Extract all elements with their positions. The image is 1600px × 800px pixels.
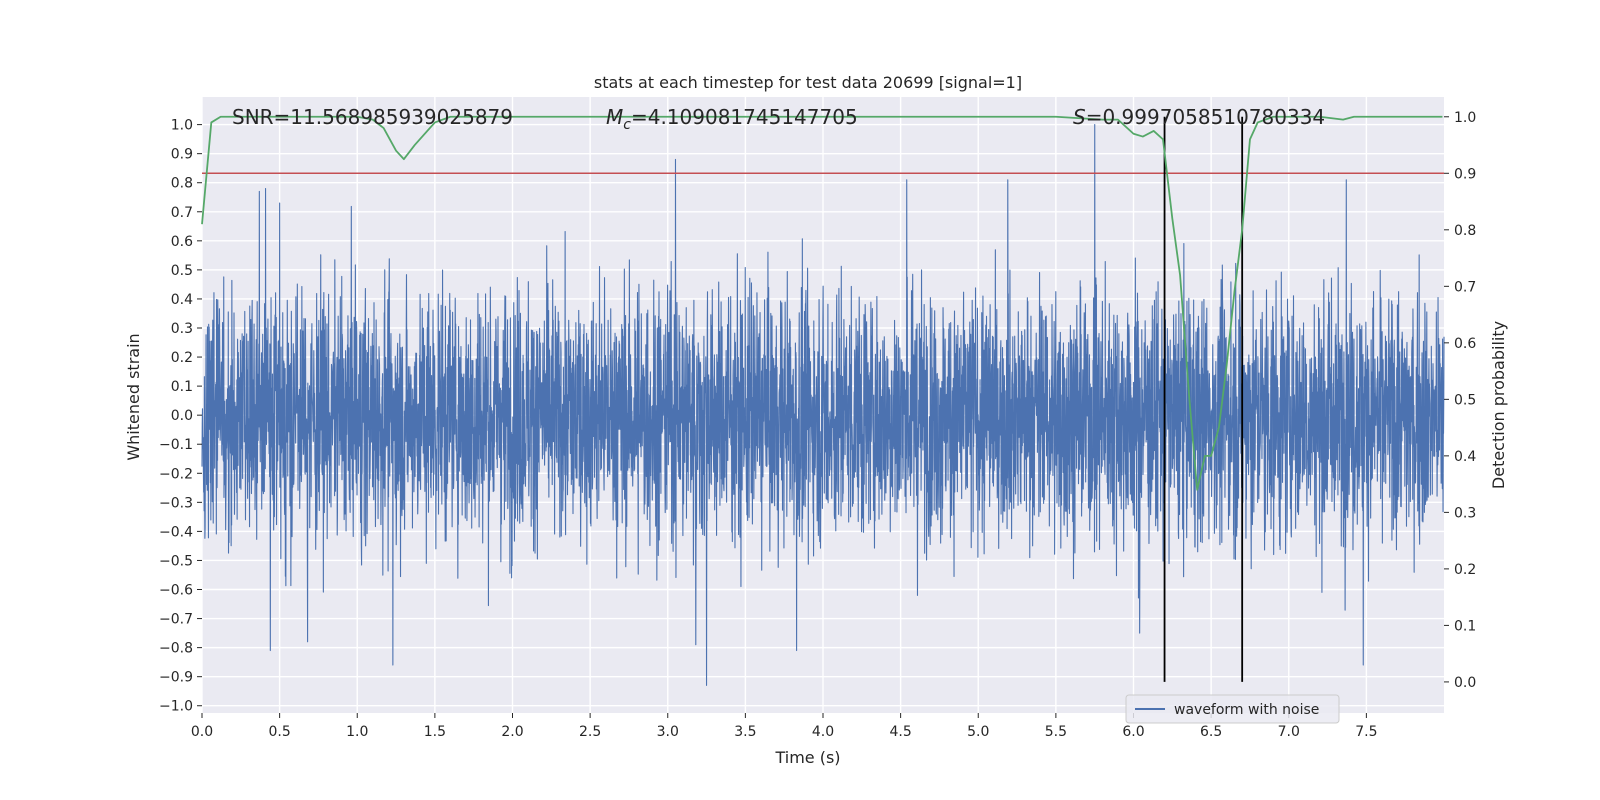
x-tick-label: 1.0: [346, 724, 368, 740]
waveform-series: [201, 124, 1445, 686]
x-tick-label: 4.5: [889, 724, 911, 740]
chirp-mass-subscript: c: [623, 117, 631, 133]
score-annotation: S=0.9997058510780334: [1073, 105, 1325, 129]
x-tick-label: 6.0: [1122, 724, 1144, 740]
legend: waveform with noise: [1125, 694, 1340, 724]
y-tick-label: 0.4: [171, 292, 193, 308]
y-tick-label: 0.1: [171, 379, 193, 395]
y-axis-right-label: Detection probability: [1489, 321, 1508, 489]
y-right-tick-label: 0.7: [1454, 279, 1476, 295]
y-tick-label: 0.6: [171, 234, 193, 250]
y-tick-label: −0.6: [159, 583, 193, 599]
x-tick-label: 4.0: [812, 724, 834, 740]
x-axis-label: Time (s): [774, 748, 840, 767]
x-axis: 0.0 0.5 1.0 1.5 2.0 2.5 3.0 3.5 4.0 4.5 5.0 5.5 6.0 6…: [191, 713, 1378, 740]
y-axis-label: Whitened strain: [124, 333, 143, 460]
probability-line: [201, 115, 1443, 491]
y-tick-label: 0.3: [171, 321, 193, 337]
y-right-tick-label: 0.9: [1454, 166, 1476, 182]
x-tick-label: 5.0: [967, 724, 989, 740]
x-tick-label: 7.0: [1278, 724, 1300, 740]
y-tick-label: −1.0: [159, 699, 193, 715]
y-tick-label: −0.9: [159, 670, 193, 686]
x-tick-label: 1.5: [424, 724, 446, 740]
chirp-mass-annotation: Mc=4.109081745147705: [606, 105, 858, 133]
waveform-line: [201, 124, 1445, 686]
y-right-tick-label: 0.4: [1454, 449, 1476, 465]
x-tick-label: 2.5: [579, 724, 601, 740]
x-tick-label: 5.5: [1045, 724, 1067, 740]
score-symbol: S: [1073, 105, 1086, 129]
x-tick-label: 0.0: [191, 724, 213, 740]
x-tick-label: 3.5: [734, 724, 756, 740]
y-tick-label: −0.5: [159, 553, 193, 569]
chirp-mass-symbol: M: [606, 105, 623, 129]
y-tick-label: −0.8: [159, 641, 193, 657]
y-tick-label: −0.4: [159, 524, 193, 540]
y-tick-label: 0.5: [171, 263, 193, 279]
y-right-tick-label: 0.2: [1454, 562, 1476, 578]
snr-annotation: SNR=11.568985939025879: [232, 105, 513, 129]
y-tick-label: 1.0: [171, 118, 193, 134]
x-tick-label: 7.5: [1355, 724, 1377, 740]
y-right-tick-label: 0.1: [1454, 618, 1476, 634]
y-tick-label: −0.1: [159, 437, 193, 453]
x-tick-label: 0.5: [268, 724, 290, 740]
y-tick-label: −0.7: [159, 612, 193, 628]
y-tick-label: 0.9: [171, 147, 193, 163]
y-right-tick-label: 0.3: [1454, 505, 1476, 521]
y-right-tick-label: 0.6: [1454, 336, 1476, 352]
y-tick-label: 0.8: [171, 176, 193, 192]
legend-box: [1125, 694, 1340, 724]
x-tick-label: 3.0: [657, 724, 679, 740]
y-tick-label: 0.2: [171, 350, 193, 366]
y-right-tick-label: 1.0: [1454, 110, 1476, 126]
right-y-axis: 1.0 0.9 0.8 0.7 0.6 0.5 0.4 0.3 0.2 0.1 0.0: [1444, 110, 1476, 691]
y-right-tick-label: 0.5: [1454, 392, 1476, 408]
y-tick-label: −0.3: [159, 495, 193, 511]
y-tick-label: −0.2: [159, 466, 193, 482]
y-tick-label: 0.7: [171, 205, 193, 221]
legend-label-waveform: waveform with noise: [1174, 702, 1319, 718]
y-right-tick-label: 0.0: [1454, 675, 1476, 691]
chart-title: stats at each timestep for test data 206…: [594, 73, 1022, 92]
x-tick-label: 6.5: [1200, 724, 1222, 740]
probability-series: [201, 115, 1443, 491]
score-value: =0.9997058510780334: [1086, 105, 1325, 129]
y-tick-label: 0.0: [171, 408, 193, 424]
y-right-tick-label: 0.8: [1454, 223, 1476, 239]
x-tick-label: 2.0: [501, 724, 523, 740]
chirp-mass-value: =4.109081745147705: [631, 105, 858, 129]
left-y-axis: 1.0 0.9 0.8 0.7 0.6 0.5 0.4 0.3 0.2 0.1 0.0 −0.1 −0.…: [159, 118, 202, 715]
vertical-markers: [1163, 116, 1244, 682]
